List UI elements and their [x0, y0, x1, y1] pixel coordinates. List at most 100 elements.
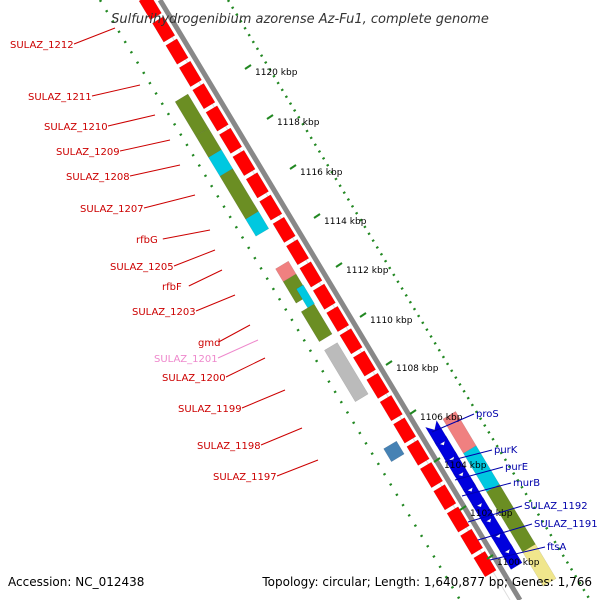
forward-arrow	[393, 417, 417, 444]
forward-gene-label: SULAZ_1197	[213, 472, 277, 483]
kbp-label: 1100 kbp	[497, 558, 540, 568]
forward-leader-line	[188, 269, 223, 287]
forward-arrow	[419, 461, 444, 489]
gene-labels: 1120 kbp 1118 kbp 1116 kbp 1114 kbp 1112 kbp…	[10, 27, 598, 568]
forward-arrow	[232, 149, 256, 177]
forward-arrow	[312, 283, 336, 310]
forward-arrow	[446, 506, 470, 533]
forward-arrow	[326, 305, 350, 333]
forward-gene-label: SULAZ_1210	[44, 122, 108, 133]
forward-leader-line	[119, 139, 171, 152]
forward-gene-label: SULAZ_1203	[132, 307, 196, 318]
reverse-gene-label: SULAZ_1192	[524, 501, 588, 512]
forward-arrow	[245, 172, 269, 199]
reverse-leader-line	[431, 413, 475, 433]
forward-leader-line	[129, 164, 181, 177]
forward-gene-label: SULAZ_1208	[66, 172, 130, 183]
reverse-gene-label: SULAZ_1191	[534, 519, 598, 530]
reverse-leader-line	[467, 505, 523, 523]
kbp-label: 1104 kbp	[444, 461, 487, 471]
kbp-tick	[433, 457, 441, 463]
forward-leader-line	[225, 357, 266, 378]
forward-leader-line	[276, 459, 319, 477]
forward-arrow	[138, 0, 162, 21]
forward-leader-line	[162, 229, 211, 240]
forward-arrow	[205, 105, 229, 132]
reverse-gene-label: murB	[513, 478, 540, 489]
reverse-gene-label: purE	[505, 462, 528, 473]
forward-arrow	[218, 127, 243, 154]
map-title: Sulfurihydrogenibium azorense Az-Fu1, co…	[111, 12, 489, 27]
kbp-tick	[359, 312, 367, 318]
forward-gene-label: SULAZ_1200	[162, 373, 226, 384]
forward-arrow	[352, 350, 377, 377]
cog-block	[383, 440, 405, 463]
forward-arrow	[433, 484, 457, 511]
reverse-gene-label: purK	[494, 445, 518, 456]
forward-arrow	[152, 16, 176, 43]
reverse-gene-label: ftsA	[547, 542, 566, 553]
forward-arrow	[165, 38, 189, 65]
forward-leader-line	[241, 389, 286, 409]
kbp-label: 1116 kbp	[300, 168, 343, 178]
kbp-label: 1112 kbp	[346, 266, 389, 276]
reverse-arrow	[499, 543, 523, 570]
forward-leader-line	[217, 339, 259, 359]
forward-arrow	[259, 194, 283, 221]
forward-leader-line	[195, 294, 236, 312]
kbp-tick	[486, 554, 494, 560]
kbp-tick	[335, 262, 343, 268]
kbp-tick	[409, 409, 417, 415]
cog-block	[245, 211, 270, 237]
accession-text: Accession: NC_012438	[8, 575, 144, 589]
forward-leader-line	[143, 194, 196, 209]
kbp-tick	[459, 505, 467, 511]
forward-leader-line	[91, 84, 141, 97]
kbp-label: 1118 kbp	[277, 118, 320, 128]
forward-arrow	[460, 528, 484, 555]
forward-leader-line	[73, 27, 116, 45]
forward-arrow	[366, 372, 390, 399]
forward-arrow	[299, 261, 323, 288]
forward-gene-label: SULAZ_1199	[178, 404, 242, 415]
forward-arrow	[379, 394, 403, 422]
forward-gene-label: SULAZ_1212	[10, 40, 74, 51]
reverse-leader-line	[454, 466, 504, 481]
kbp-tick	[289, 164, 297, 170]
forward-arrow	[192, 83, 216, 110]
forward-gene-label: SULAZ_1209	[56, 147, 120, 158]
forward-leader-line	[218, 324, 251, 343]
forward-gene-label: SULAZ_1207	[80, 204, 144, 215]
cog-block	[522, 543, 557, 587]
forward-gene-label: SULAZ_1198	[197, 441, 261, 452]
kbp-tick	[313, 213, 321, 219]
forward-gene-label: rfbG	[136, 235, 158, 246]
cog-block	[300, 303, 333, 343]
forward-arrow	[178, 60, 202, 88]
inner-tick-guide	[98, 0, 462, 600]
forward-gene-label: gmd	[198, 338, 220, 349]
kbp-label: 1106 kbp	[420, 413, 463, 423]
kbp-tick	[266, 114, 274, 120]
forward-leader-line	[260, 427, 303, 446]
kbp-tick	[385, 360, 393, 366]
forward-leader-line	[173, 249, 216, 267]
forward-gene-label: SULAZ_1205	[110, 262, 174, 273]
kbp-tick	[244, 64, 252, 70]
reverse-leader-line	[489, 546, 546, 561]
kbp-label: 1108 kbp	[396, 364, 439, 374]
forward-arrow	[473, 550, 497, 578]
backbone-line	[157, 0, 523, 600]
kbp-label: 1102 kbp	[470, 509, 513, 519]
forward-arrow	[285, 239, 310, 266]
forward-gene-label: rfbF	[162, 282, 182, 293]
forward-arrow	[339, 328, 363, 355]
cog-block	[324, 342, 369, 403]
forward-arrow	[272, 216, 296, 243]
reverse-gene-label: proS	[476, 409, 499, 420]
topology-text: Topology: circular; Length: 1,640,877 bp…	[261, 575, 592, 589]
reverse-leader-line	[461, 482, 512, 497]
reverse-leader-line	[444, 449, 493, 463]
kbp-label: 1114 kbp	[324, 217, 367, 227]
